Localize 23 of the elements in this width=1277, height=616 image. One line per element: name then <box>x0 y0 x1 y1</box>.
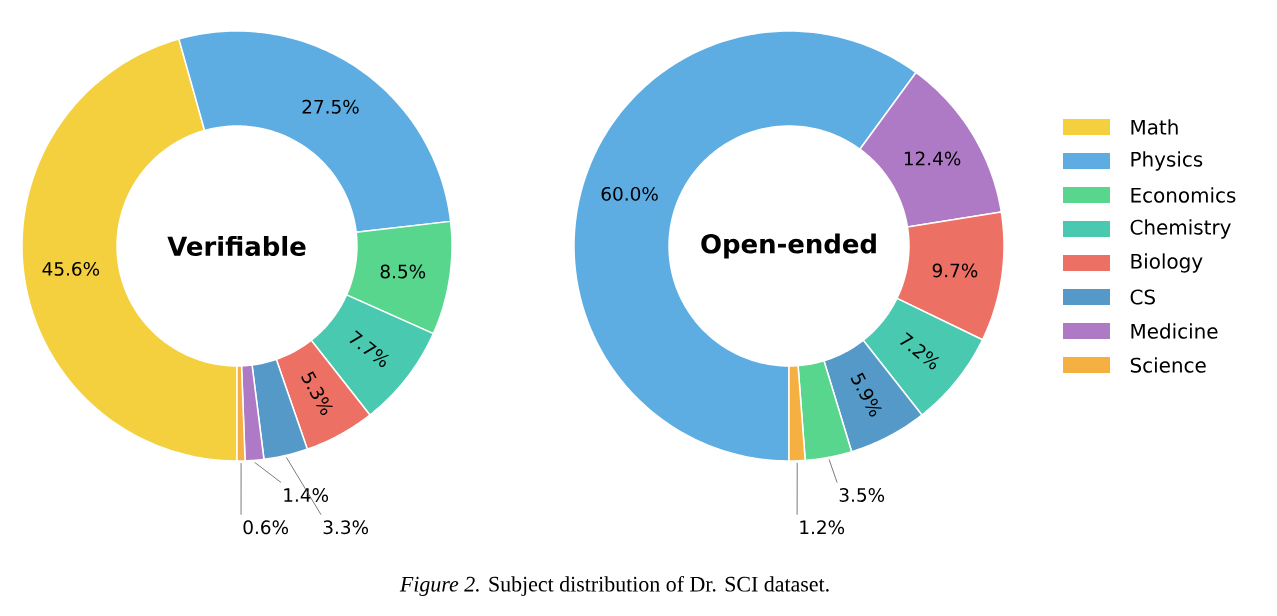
data-label: 8.5% <box>380 264 426 279</box>
data-label: 1.4% <box>284 487 329 502</box>
legend-label: Math <box>1131 119 1178 135</box>
legend-label: Physics <box>1131 151 1203 171</box>
data-label: 1.2% <box>800 520 845 535</box>
legend-label: Medicine <box>1131 323 1218 339</box>
legend-label: Economics <box>1131 187 1236 203</box>
legend-label: Biology <box>1131 253 1203 273</box>
legend-label: CS <box>1130 289 1155 305</box>
data-label: 60.0% <box>601 186 658 201</box>
text: Open-ended <box>701 233 876 259</box>
data-label: 45.6% <box>42 261 100 276</box>
data-label: 9.7% <box>932 263 978 278</box>
data-label: 3.5% <box>839 487 885 502</box>
data-label: 27.5% <box>302 99 359 114</box>
legend-label: Chemistry <box>1130 219 1231 239</box>
text: Figure 2. Subject distribution of Dr. SCI dataset. <box>399 575 829 597</box>
data-label: 3.3% <box>323 520 369 535</box>
text: Verifiable <box>167 235 306 257</box>
data-label: 12.4% <box>904 151 961 166</box>
data-label: 0.6% <box>243 520 289 535</box>
data-label: 5.9% <box>850 372 882 417</box>
legend-label: Science <box>1130 357 1206 373</box>
